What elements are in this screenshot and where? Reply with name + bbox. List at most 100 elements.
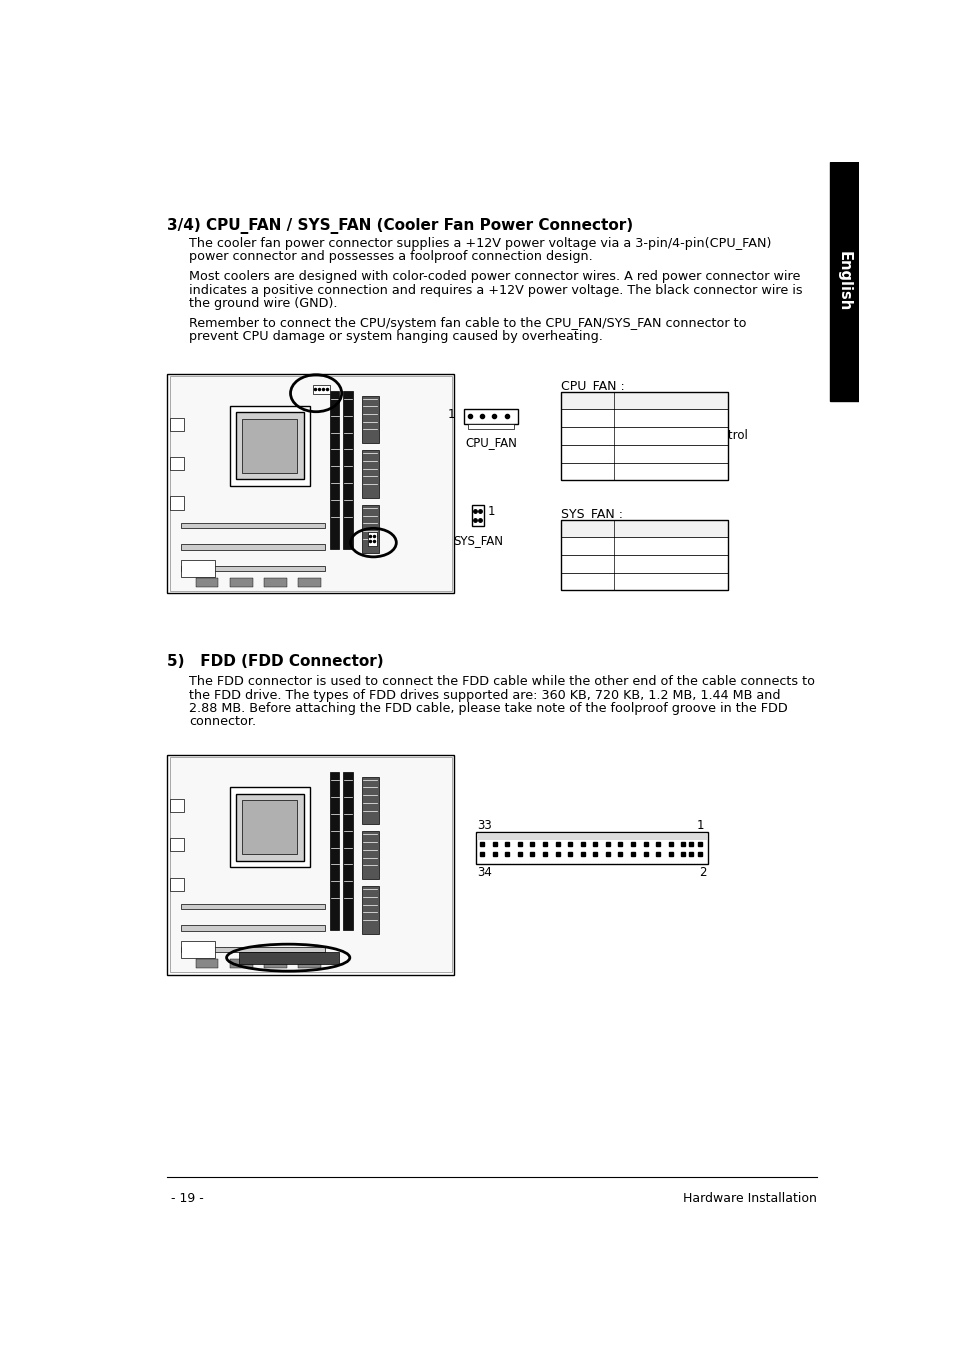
Bar [361, 886, 378, 934]
Bar [264, 959, 286, 968]
Text: power connector and possesses a foolproof connection design.: power connector and possesses a foolproo… [189, 250, 592, 264]
Bar [181, 941, 215, 959]
Bar [560, 392, 728, 410]
Bar [195, 579, 218, 587]
Bar [167, 375, 454, 594]
Text: Speed Control: Speed Control [619, 465, 702, 477]
Text: 1: 1 [487, 504, 495, 518]
Text: 2: 2 [699, 867, 706, 879]
Text: English: English [836, 251, 851, 312]
Bar [230, 579, 253, 587]
Text: The FDD connector is used to connect the FDD cable while the other end of the ca: The FDD connector is used to connect the… [189, 675, 814, 688]
Text: Definition: Definition [619, 393, 677, 407]
Bar [361, 831, 378, 879]
Text: 1: 1 [447, 408, 455, 422]
Bar [181, 925, 324, 930]
Bar [170, 376, 452, 591]
Text: the ground wire (GND).: the ground wire (GND). [189, 297, 337, 310]
Bar [361, 776, 378, 825]
Bar [476, 831, 707, 864]
Text: 1: 1 [583, 539, 591, 553]
Text: Most coolers are designed with color-coded power connector wires. A red power co: Most coolers are designed with color-cod… [189, 270, 800, 283]
Bar [468, 425, 514, 429]
Bar [343, 391, 353, 549]
Bar [181, 903, 324, 909]
Text: 3/4) CPU_FAN / SYS_FAN (Cooler Fan Power Connector): 3/4) CPU_FAN / SYS_FAN (Cooler Fan Power… [167, 218, 633, 234]
Text: The cooler fan power connector supplies a +12V power voltage via a 3-pin/4-pin(C: The cooler fan power connector supplies … [189, 237, 771, 250]
Text: Sense: Sense [619, 575, 655, 588]
Text: Pin No.: Pin No. [566, 522, 607, 535]
Bar [230, 787, 310, 867]
Bar [170, 457, 183, 470]
Bar [195, 959, 218, 968]
Bar [829, 162, 858, 402]
Bar [236, 794, 303, 861]
Text: prevent CPU damage or system hanging caused by overheating.: prevent CPU damage or system hanging cau… [189, 330, 602, 343]
Bar [361, 396, 378, 443]
Text: 3: 3 [583, 575, 591, 588]
Text: +12V / Speed Control: +12V / Speed Control [619, 430, 747, 442]
Bar [361, 504, 378, 553]
Text: 33: 33 [476, 819, 492, 831]
Bar [170, 418, 183, 431]
Bar [167, 756, 454, 975]
Bar [330, 772, 339, 930]
Text: 5)   FDD (FDD Connector): 5) FDD (FDD Connector) [167, 653, 383, 668]
Text: +12V: +12V [619, 557, 652, 571]
Bar [560, 573, 728, 591]
Bar [242, 800, 297, 854]
Bar [560, 519, 728, 537]
Bar [560, 427, 728, 445]
Bar [560, 410, 728, 427]
Bar [181, 565, 324, 571]
Text: Hardware Installation: Hardware Installation [682, 1192, 816, 1206]
Text: SYS_FAN :: SYS_FAN : [560, 507, 622, 521]
Text: Remember to connect the CPU/system fan cable to the CPU_FAN/SYS_FAN connector to: Remember to connect the CPU/system fan c… [189, 316, 745, 330]
Bar [472, 504, 484, 526]
Bar [181, 544, 324, 549]
Bar [170, 496, 183, 510]
Bar [230, 407, 310, 485]
Bar [560, 519, 728, 591]
Bar [464, 408, 517, 425]
Text: connector.: connector. [189, 715, 255, 729]
Bar [181, 560, 215, 577]
Text: the FDD drive. The types of FDD drives supported are: 360 KB, 720 KB, 1.2 MB, 1.: the FDD drive. The types of FDD drives s… [189, 688, 780, 702]
Bar [343, 772, 353, 930]
Text: Pin No.: Pin No. [566, 393, 607, 407]
Bar [313, 385, 330, 393]
Text: 2: 2 [583, 557, 591, 571]
Bar [298, 959, 320, 968]
Bar [560, 537, 728, 554]
Text: GND: GND [619, 412, 646, 425]
Text: 3: 3 [583, 448, 591, 460]
Bar [181, 523, 324, 529]
Text: 2: 2 [583, 430, 591, 442]
Text: CPU_FAN: CPU_FAN [465, 437, 517, 449]
Text: Definition: Definition [619, 522, 677, 535]
Bar [560, 445, 728, 462]
Bar [236, 412, 303, 480]
Text: indicates a positive connection and requires a +12V power voltage. The black con: indicates a positive connection and requ… [189, 284, 801, 296]
Bar [170, 838, 183, 852]
Text: SYS_FAN: SYS_FAN [453, 534, 502, 548]
Bar [361, 450, 378, 498]
Text: 1: 1 [583, 412, 591, 425]
Bar [181, 946, 324, 952]
Text: GND: GND [619, 539, 646, 553]
Text: 1: 1 [696, 819, 703, 831]
Text: CPU_FAN :: CPU_FAN : [560, 380, 624, 392]
Bar [170, 799, 183, 813]
Bar [170, 757, 452, 972]
Bar [298, 579, 320, 587]
Bar [230, 959, 253, 968]
Bar [330, 391, 339, 549]
Bar [264, 579, 286, 587]
Text: Sense: Sense [619, 448, 655, 460]
Text: 34: 34 [476, 867, 492, 879]
Bar [560, 392, 728, 480]
Bar [368, 531, 377, 546]
Bar [170, 877, 183, 891]
Bar [238, 952, 338, 964]
Text: 4: 4 [583, 465, 591, 477]
